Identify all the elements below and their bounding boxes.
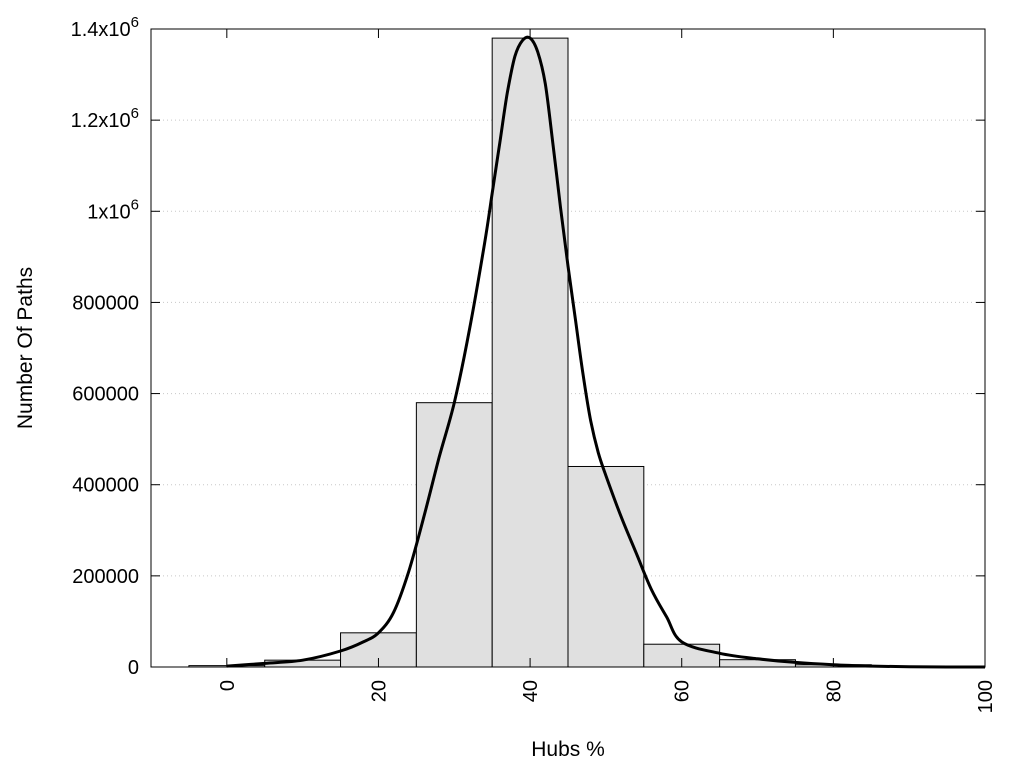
x-tick-label-60: 60 — [672, 680, 694, 702]
y-tick-label-6: 1.2x106 — [71, 105, 139, 132]
y-tick-label-3: 600000 — [72, 384, 139, 406]
x-axis-title: Hubs % — [531, 738, 605, 761]
y-tick-label-base-1: 200000 — [72, 566, 139, 588]
y-tick-label-1: 200000 — [72, 566, 139, 588]
x-tick-label-0: 0 — [217, 680, 239, 691]
plot-frame — [150, 28, 986, 668]
y-axis-title: Number Of Paths — [14, 267, 37, 429]
y-tick-label-base-5: 1x10 — [87, 201, 130, 223]
histogram-bar-40 — [491, 37, 569, 668]
x-tick-label-100: 100 — [975, 680, 997, 713]
y-tick-label-base-4: 800000 — [72, 292, 139, 314]
y-tick-label-5: 1x106 — [87, 196, 139, 223]
x-tick-label-20: 20 — [368, 680, 390, 702]
y-tick-label-base-0: 0 — [128, 657, 139, 679]
x-tick-label-80: 80 — [823, 680, 845, 702]
y-tick-label-base-6: 1.2x10 — [71, 110, 131, 132]
y-tick-label-4: 800000 — [72, 292, 139, 314]
y-tick-label-7: 1.4x106 — [71, 14, 139, 41]
fit-curve — [226, 35, 985, 669]
y-tick-label-base-2: 400000 — [72, 475, 139, 497]
y-tick-label-exp-5: 6 — [131, 196, 139, 213]
fit-curve-layer — [226, 35, 985, 669]
y-tick-label-base-3: 600000 — [72, 384, 139, 406]
y-tick-label-base-7: 1.4x10 — [71, 19, 131, 41]
histogram-bar-30 — [415, 402, 493, 668]
y-tick-label-0: 0 — [128, 657, 139, 679]
y-tick-label-2: 400000 — [72, 475, 139, 497]
histogram-bar-50 — [567, 465, 645, 668]
axis-ticks: 02000004000006000008000001x1061.2x1061.4… — [71, 14, 997, 713]
x-tick-label-40: 40 — [520, 680, 542, 702]
y-tick-label-exp-6: 6 — [131, 105, 139, 122]
histogram-bars — [188, 37, 986, 668]
y-tick-label-exp-7: 6 — [131, 14, 139, 31]
